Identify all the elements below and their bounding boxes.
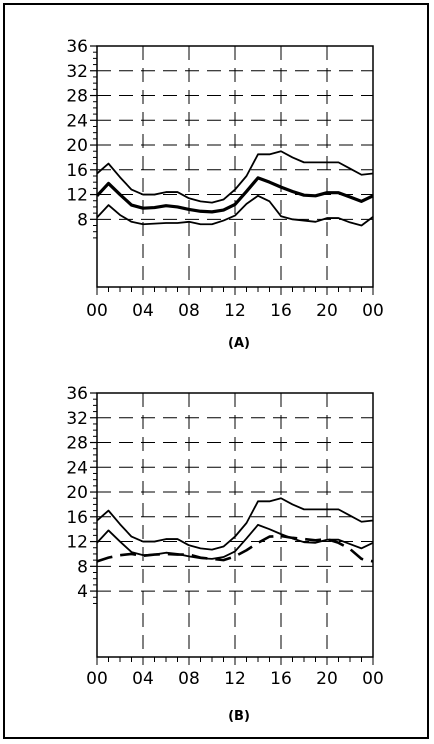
y-tick-label: 8: [77, 210, 88, 230]
y-tick-label: 20: [66, 136, 88, 156]
x-tick-label: 00: [86, 301, 108, 321]
series-line-3: [96, 194, 374, 227]
x-tick-label: 04: [132, 301, 154, 321]
x-tick-label: 16: [270, 669, 292, 689]
x-tick-label: 00: [86, 669, 108, 689]
y-tick-label: 36: [66, 37, 88, 57]
x-tick-label: 16: [270, 301, 292, 321]
y-tick-label: 32: [66, 62, 88, 82]
y-tick-label: 8: [77, 557, 88, 577]
series-line-2: [95, 176, 374, 214]
y-tick-label: 24: [66, 458, 88, 478]
x-tick-label: 00: [362, 301, 384, 321]
y-tick-label: 24: [66, 111, 88, 131]
x-tick-label: 04: [132, 669, 154, 689]
y-tick-label: 32: [66, 409, 88, 429]
y-tick-label: 12: [66, 186, 88, 206]
x-tick-label: 00: [362, 669, 384, 689]
x-tick-label: 20: [316, 669, 338, 689]
y-tick-label: 16: [66, 508, 88, 528]
y-tick-label: 12: [66, 533, 88, 553]
series-line-2: [96, 523, 374, 560]
x-tick-label: 20: [316, 301, 338, 321]
y-tick-label: 4: [77, 582, 88, 602]
chart-caption: (A): [228, 336, 250, 351]
chart-b: 4 8 12 16 20 24 28 32 36 00 04 08 12 16 20 00 (B): [66, 384, 383, 724]
y-tick-label: 28: [66, 87, 88, 107]
y-tick-label: 28: [66, 434, 88, 454]
x-tick-label: 08: [178, 669, 200, 689]
series-line-1: [96, 150, 374, 204]
x-tick-label: 08: [178, 301, 200, 321]
series-line-1: [96, 497, 374, 551]
y-tick-label: 16: [66, 161, 88, 181]
page-frame: [3, 3, 429, 739]
chart-caption: (B): [228, 709, 250, 724]
x-tick-label: 12: [224, 301, 246, 321]
chart-a: 8 12 16 20 24 28 32 36 00 04 08 12 16 20 00 (A): [66, 37, 383, 351]
y-tick-label: 20: [66, 483, 88, 503]
x-tick-label: 12: [224, 669, 246, 689]
y-tick-label: 36: [66, 384, 88, 404]
